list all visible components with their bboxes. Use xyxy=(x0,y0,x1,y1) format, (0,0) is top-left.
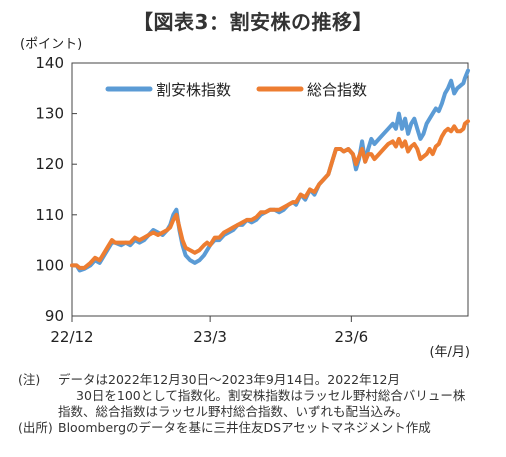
note-block: (注) データは2022年12月30日～2023年9月14日。2022年12月 … xyxy=(18,372,498,420)
note-line-2: 30日を100として指数化。割安株指数はラッセル野村総合バリュー株 xyxy=(76,388,466,403)
footnotes: (注) データは2022年12月30日～2023年9月14日。2022年12月 … xyxy=(18,372,498,436)
legend-label-2: 総合指数 xyxy=(307,81,367,99)
note-line-3: 指数、総合指数はラッセル野村総合指数、いずれも配当込み。 xyxy=(58,404,409,419)
chart-legend: 割安株指数 総合指数 xyxy=(105,81,367,99)
source-text: Bloombergのデータを基に三井住友DSアセットマネジメント作成 xyxy=(58,420,431,435)
plot-frame xyxy=(71,62,469,317)
chart-axes: 90 100 110 120 130 140 22/12 23/3 23/6 (ポイント) (年/月… xyxy=(20,37,470,360)
x-tick-label: 23/3 xyxy=(193,328,227,346)
note-line-1: データは2022年12月30日～2023年9月14日。2022年12月 xyxy=(58,372,401,387)
source-block: (出所) Bloombergのデータを基に三井住友DSアセットマネジメント作成 xyxy=(18,420,498,436)
y-tick-label: 130 xyxy=(35,105,64,123)
chart-title: 【図表3：割安株の推移】 xyxy=(133,10,373,34)
note-text: データは2022年12月30日～2023年9月14日。2022年12月 30日を… xyxy=(58,372,498,420)
series-line-2 xyxy=(70,119,470,270)
y-tick-label: 110 xyxy=(35,206,64,224)
x-tick-label: 23/6 xyxy=(335,328,369,346)
source-label: (出所) xyxy=(18,420,53,435)
legend-label-1: 割安株指数 xyxy=(156,81,231,99)
y-tick-label: 90 xyxy=(45,307,64,325)
x-tick-label: 22/12 xyxy=(50,328,93,346)
series-layer xyxy=(70,68,470,273)
y-tick-label: 140 xyxy=(35,54,64,72)
line-chart: 90 100 110 120 130 140 22/12 23/3 23/6 (ポイント) (年/月… xyxy=(20,37,470,360)
x-axis-label: (年/月) xyxy=(429,345,470,360)
y-axis-label: (ポイント) xyxy=(20,37,82,52)
y-tick-label: 100 xyxy=(35,256,64,274)
note-label: (注) xyxy=(18,372,41,387)
y-tick-label: 120 xyxy=(35,155,64,173)
